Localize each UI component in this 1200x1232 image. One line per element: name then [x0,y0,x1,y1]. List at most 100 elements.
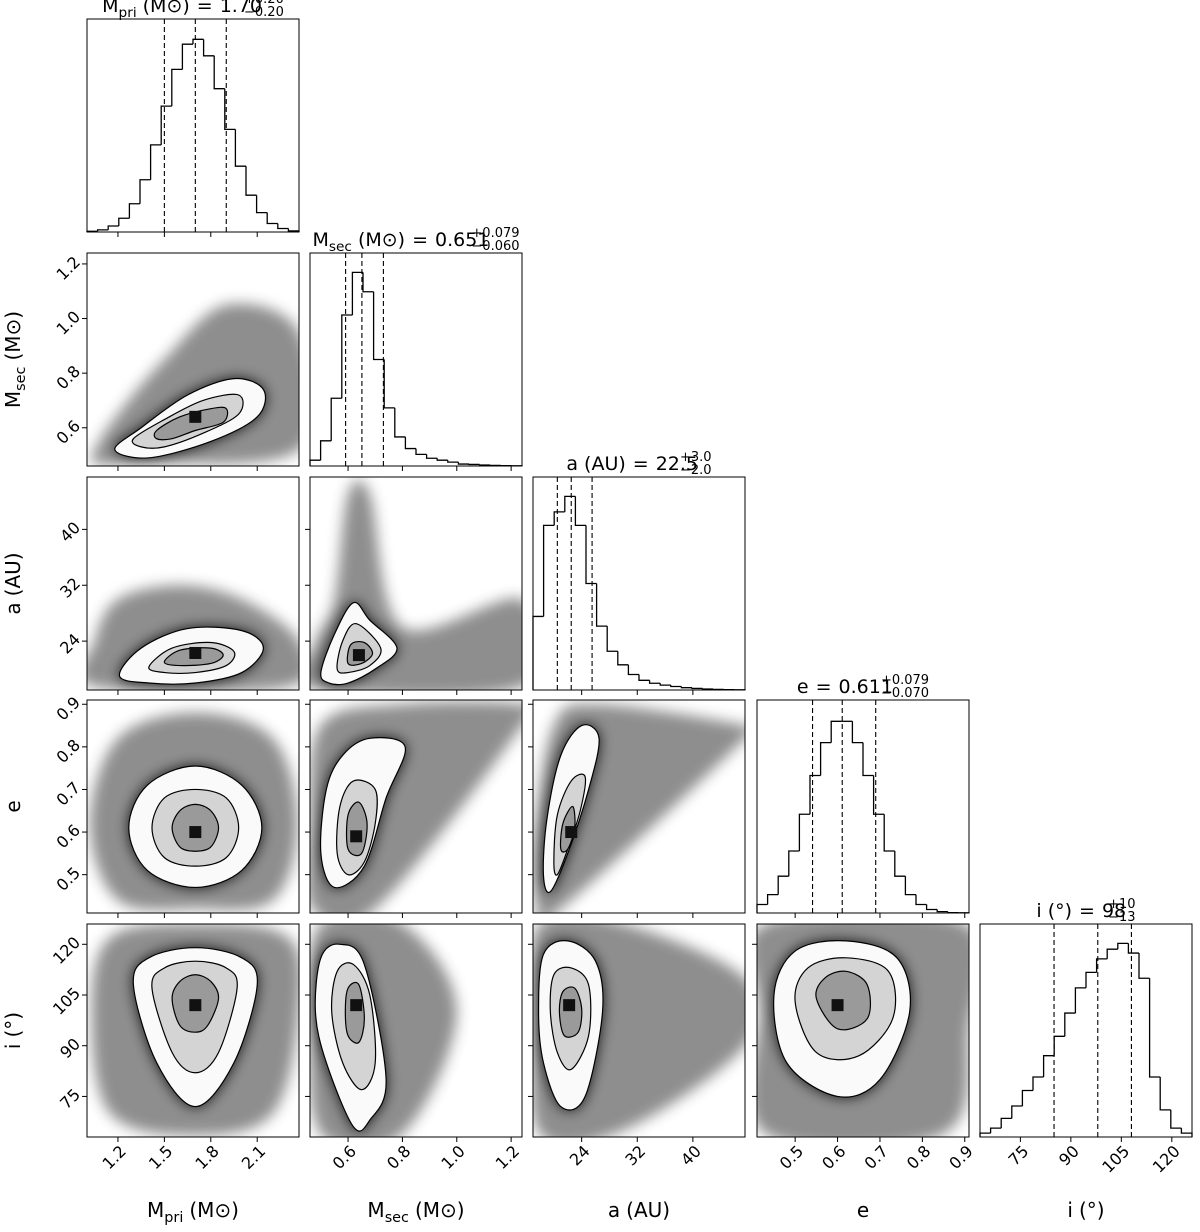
panel-frame [86,252,300,467]
histogram-step [979,1132,991,1137]
histogram-step [659,683,671,686]
x-tick-label: 1.2 [99,1142,130,1173]
title-plus: +0.20 [244,0,284,7]
title-plus: +0.079 [471,226,519,241]
x-axis-label: a (AU) [608,1198,670,1222]
histogram-step [425,454,438,459]
title-median: 0.611 [839,676,893,698]
panel-frame [86,699,300,914]
histogram-step [925,904,938,911]
title-minus: −2.0 [680,463,712,478]
panel-title: i (°) = 98 [1036,900,1126,922]
density-peak [189,999,202,1012]
histogram-step [701,688,714,690]
panel-title: e = 0.611 [797,676,893,698]
x-tick-label: 1.0 [437,1142,468,1173]
label-unit: (°) [1079,1198,1105,1222]
title-median: 1.70 [220,0,262,17]
x-tick-label: 0.7 [861,1142,892,1173]
histogram-step [394,407,406,438]
histogram-step [457,462,469,465]
histogram-step [478,464,491,466]
histogram-step [287,228,300,232]
density-peak [189,826,202,839]
histogram-step [107,225,119,230]
histogram-step [691,687,703,690]
x-tick-label: 105 [1098,1142,1133,1177]
histogram-step [1170,1109,1182,1129]
label-sub: sec [385,1210,409,1226]
histogram-step [1127,943,1139,954]
histogram-step [872,775,885,815]
title-plus: +10 [1108,897,1135,912]
density-peak [350,830,363,843]
histogram-step [1032,1076,1044,1091]
histogram-step [245,166,257,196]
label-unit: (AU) [1,552,25,596]
histogram-step [1021,1089,1033,1107]
histogram-step [277,223,289,230]
y-tick-label: 120 [49,933,84,968]
histogram-step [118,217,130,226]
histogram-step [670,685,682,688]
panel [533,704,745,913]
label-base: i [1,1044,25,1050]
label-base: a [608,1198,620,1222]
label-unit: (°) [1,1012,25,1038]
x-tick-label: 2.1 [238,1142,269,1173]
histogram-step [319,440,332,461]
x-tick-label: 40 [677,1142,705,1170]
panel-frame [86,476,300,691]
panel [90,303,299,465]
histogram-step [1011,1105,1023,1119]
histogram-step [341,314,353,399]
density-peak [189,646,202,659]
histogram-step [1117,942,1129,950]
title-equals: = [197,0,213,17]
histogram-step [553,511,565,526]
y-tick-label: 0.5 [53,863,84,894]
histogram-step [149,144,162,180]
panel [90,712,298,910]
histogram-step [1074,987,1086,1014]
y-tick-label: 0.9 [53,693,84,724]
panel-frame [309,252,523,467]
y-axis-label: i (°) [1,1012,25,1049]
histogram-step [160,105,172,145]
panel-frame [532,476,746,691]
histogram-step [362,272,374,293]
y-tick-label: 24 [56,630,84,658]
density-peak [563,999,576,1012]
histogram-step [372,291,385,361]
panel [310,924,457,1137]
panel [757,924,969,1137]
label-unit: (M⊙) [358,229,405,251]
histogram-step [139,179,151,204]
histogram-step [830,720,842,743]
panel [87,585,299,690]
histogram-step [1085,971,1097,988]
panel [310,701,522,913]
histogram-step [1159,1076,1171,1111]
y-axis-label: e [1,800,25,812]
histogram-step [351,271,363,315]
histogram-step [585,525,597,585]
histogram-step [255,195,268,214]
x-tick-label: 1.5 [145,1142,176,1173]
label-unit: (AU) [626,1198,670,1222]
y-axis-label: a (AU) [1,552,25,614]
label-unit: (M⊙) [143,0,190,17]
panel-frame [86,18,300,233]
x-tick-label: 0.6 [329,1142,360,1173]
title-median: 22.5 [656,453,698,475]
histogram-step [989,1127,1002,1134]
histogram-step [947,911,959,914]
y-tick-label: 1.0 [53,307,84,338]
histogram-step [447,460,459,463]
x-tick-label: 90 [1055,1142,1083,1170]
y-tick-label: 0.7 [53,778,84,809]
contour [344,981,365,1044]
histogram-step [436,458,448,461]
histogram-step [383,359,395,409]
